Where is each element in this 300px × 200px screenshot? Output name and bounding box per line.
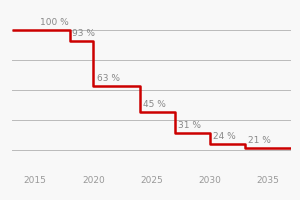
Text: 24 %: 24 % (213, 132, 236, 141)
Text: 21 %: 21 % (248, 136, 271, 145)
Text: 45 %: 45 % (143, 100, 166, 109)
Text: 100 %: 100 % (40, 18, 69, 27)
Text: 63 %: 63 % (97, 74, 120, 83)
Text: 31 %: 31 % (178, 121, 201, 130)
Text: 93 %: 93 % (73, 29, 95, 38)
